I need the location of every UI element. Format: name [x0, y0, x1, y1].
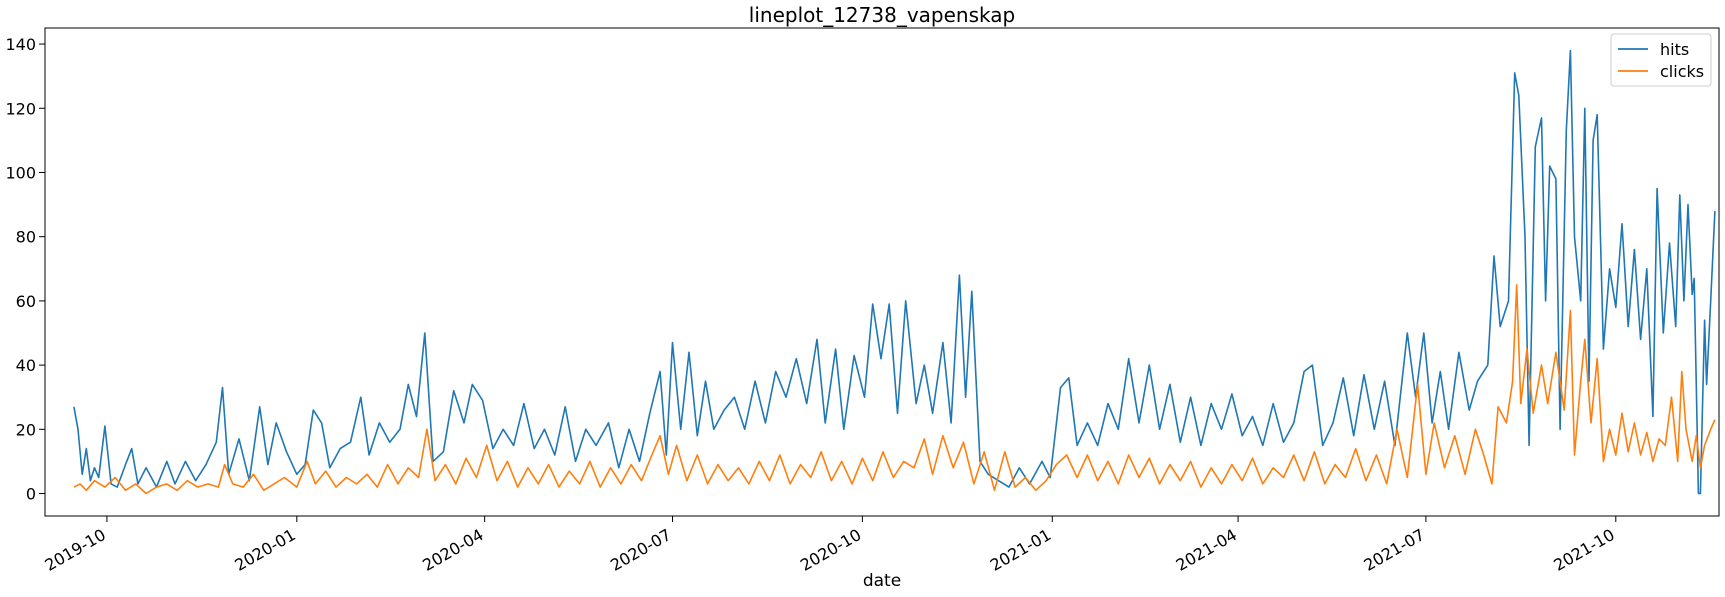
legend-label-clicks: clicks [1660, 62, 1704, 81]
y-tick-label: 40 [16, 356, 36, 375]
y-tick-label: 60 [16, 292, 36, 311]
x-tick-label: 2020-01 [231, 525, 298, 575]
x-tick-label: 2021-10 [1550, 525, 1617, 575]
y-tick-label: 100 [5, 163, 36, 182]
chart-title: lineplot_12738_vapenskap [749, 3, 1015, 27]
series-line-clicks [73, 283, 1716, 495]
y-tick-label: 80 [16, 228, 36, 247]
series-line-hits [73, 49, 1716, 495]
x-tick-label: 2020-07 [607, 525, 674, 575]
x-tick-label: 2021-04 [1173, 525, 1240, 575]
legend-box [1610, 33, 1712, 87]
x-tick-label: 2019-10 [42, 525, 109, 575]
x-tick-label: 2021-01 [987, 525, 1054, 575]
y-axis: 0 20 40 60 80 100 120 140 [5, 35, 45, 504]
x-axis-label: date [863, 571, 901, 591]
plot-area [44, 27, 1720, 517]
legend: hits clicks [1610, 33, 1712, 87]
legend-label-hits: hits [1660, 40, 1689, 59]
x-axis: 2019-10 2020-01 2020-04 2020-07 2020-10 2021-… [42, 516, 1618, 575]
y-tick-label: 120 [5, 99, 36, 118]
series-layer [73, 49, 1716, 495]
x-tick-label: 2020-10 [797, 525, 864, 575]
y-tick-label: 140 [5, 35, 36, 54]
y-tick-label: 0 [26, 485, 36, 504]
x-tick-label: 2020-04 [419, 525, 486, 575]
y-tick-label: 20 [16, 420, 36, 439]
x-tick-label: 2021-07 [1360, 525, 1427, 575]
